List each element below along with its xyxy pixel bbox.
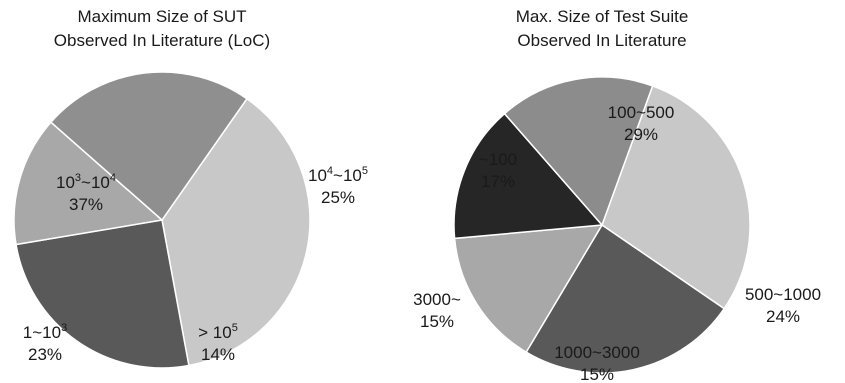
chart-1-slice-2-label: 104~105 [308, 165, 368, 185]
chart-2-slice-2-percent: 24% [766, 307, 800, 326]
chart-2-slice-1-percent: 29% [624, 125, 658, 144]
pie-chart-test-suite-size: Max. Size of Test Suite Observed In Lite… [413, 7, 821, 383]
chart-2-slice-1 [601, 84, 751, 310]
chart-1-title-line-2: Observed In Literature (LoC) [54, 31, 270, 50]
chart-2-slice-2 [525, 223, 726, 374]
chart-1-slice-2-percent: 25% [321, 188, 355, 207]
chart-2-slice-5-percent: 17% [481, 172, 515, 191]
pie-chart-sut-size: Maximum Size of SUT Observed In Literatu… [13, 7, 368, 369]
chart-1-slice-4 [49, 71, 248, 222]
chart-1-slice-3-percent: 14% [201, 345, 235, 364]
chart-1-slice-2 [15, 219, 190, 369]
chart-1-labels: 103~104 37% 104~105 25% > 105 14% 1~103 23% [23, 165, 368, 364]
chart-1-slice-3-label: > 105 [198, 322, 238, 342]
chart-2-slice-4-label: 3000~ [413, 290, 461, 309]
chart-1-slice-4-percent: 23% [28, 345, 62, 364]
chart-2-slice-3 [453, 224, 604, 354]
chart-2-slices [453, 76, 751, 374]
chart-2-slice-2-label: 500~1000 [745, 285, 821, 304]
chart-2-title-line-1: Max. Size of Test Suite [516, 7, 689, 26]
chart-2-labels: 100~500 29% 500~1000 24% 1000~3000 15% 3000~ 15… [413, 103, 821, 383]
chart-1-slice-1-label: 103~104 [56, 172, 116, 192]
chart-1-slice-1 [161, 97, 311, 367]
chart-1-title-line-1: Maximum Size of SUT [77, 7, 246, 26]
chart-2-slice-3-label: 1000~3000 [554, 343, 640, 362]
chart-2-slice-4 [453, 112, 604, 240]
chart-2-slice-5 [503, 76, 654, 227]
chart-1-slice-1-percent: 37% [69, 195, 103, 214]
chart-2-title-line-2: Observed In Literature [517, 31, 686, 50]
chart-1-slices [13, 71, 311, 369]
chart-1-slice-3 [13, 121, 164, 246]
chart-2-slice-3-percent: 15% [580, 365, 614, 383]
chart-2-slice-4-percent: 15% [420, 312, 454, 331]
chart-1-slice-4-label: 1~103 [23, 322, 67, 342]
chart-2-slice-5-label: ~100 [479, 150, 517, 169]
chart-2-slice-1-label: 100~500 [608, 103, 675, 122]
